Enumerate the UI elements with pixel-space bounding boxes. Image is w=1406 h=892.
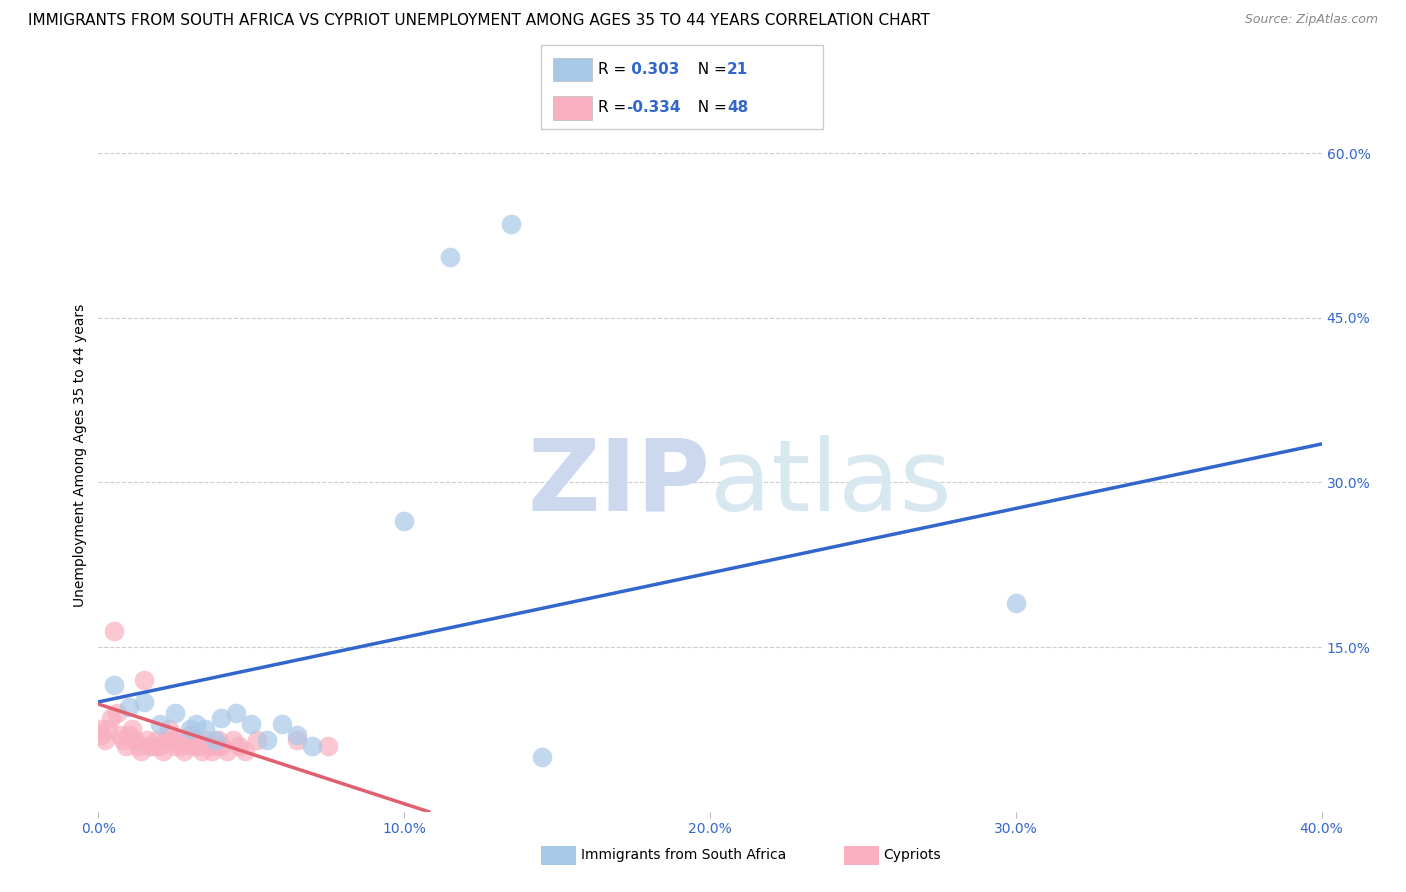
Text: N =: N = [688,62,731,77]
Text: Cypriots: Cypriots [883,848,941,863]
Point [191,744,214,758]
Point [118,700,141,714]
Point [501,218,523,232]
Point [301,739,323,753]
Point [105,706,128,720]
Text: 0.303: 0.303 [626,62,679,77]
Point [207,733,229,747]
Point [285,728,308,742]
Point [204,733,226,747]
Text: R =: R = [598,101,631,115]
Point [392,514,416,528]
Point [149,739,172,753]
Point [115,739,138,753]
Point [155,733,177,747]
Point [256,733,278,747]
Point [111,733,134,747]
Point [186,733,208,747]
Point [93,733,115,747]
Point [152,744,174,758]
Point [163,739,186,753]
Point [530,749,553,764]
Point [215,744,238,758]
Point [103,678,125,692]
Point [134,695,156,709]
Text: N =: N = [688,101,731,115]
Point [194,733,217,747]
Point [163,706,186,720]
Point [209,739,232,753]
Point [179,723,201,737]
Point [167,733,190,747]
Text: R =: R = [598,62,631,77]
Point [225,706,247,720]
Point [240,717,263,731]
Point [139,739,162,753]
Point [204,739,226,753]
Point [186,717,208,731]
Point [89,723,111,737]
Text: 48: 48 [727,101,748,115]
Point [228,739,250,753]
Y-axis label: Unemployment Among Ages 35 to 44 years: Unemployment Among Ages 35 to 44 years [73,303,87,607]
Point [145,733,167,747]
Point [103,624,125,638]
Point [90,728,112,742]
Point [233,744,256,758]
Point [129,744,152,758]
Point [176,733,198,747]
Text: IMMIGRANTS FROM SOUTH AFRICA VS CYPRIOT UNEMPLOYMENT AMONG AGES 35 TO 44 YEARS C: IMMIGRANTS FROM SOUTH AFRICA VS CYPRIOT … [28,13,929,29]
Text: ZIP: ZIP [527,435,710,532]
Point [439,250,461,264]
Point [270,717,292,731]
Text: atlas: atlas [710,435,952,532]
Point [118,728,141,742]
Point [121,723,143,737]
Point [157,723,180,737]
Point [181,739,204,753]
Text: 21: 21 [727,62,748,77]
Text: Source: ZipAtlas.com: Source: ZipAtlas.com [1244,13,1378,27]
Point [194,723,217,737]
Point [246,733,269,747]
Point [170,739,193,753]
Point [136,733,159,747]
Point [1004,596,1026,610]
Point [124,733,146,747]
Point [149,717,172,731]
Point [127,739,149,753]
Text: Immigrants from South Africa: Immigrants from South Africa [581,848,786,863]
Point [209,711,232,725]
Point [100,711,122,725]
Point [285,733,308,747]
Point [188,739,211,753]
Point [134,673,156,687]
Point [316,739,339,753]
Point [97,723,120,737]
Point [160,733,183,747]
Point [142,739,165,753]
Point [179,728,201,742]
Point [222,733,245,747]
Point [108,728,131,742]
Point [197,739,219,753]
Point [200,744,222,758]
Text: -0.334: -0.334 [626,101,681,115]
Point [173,744,195,758]
